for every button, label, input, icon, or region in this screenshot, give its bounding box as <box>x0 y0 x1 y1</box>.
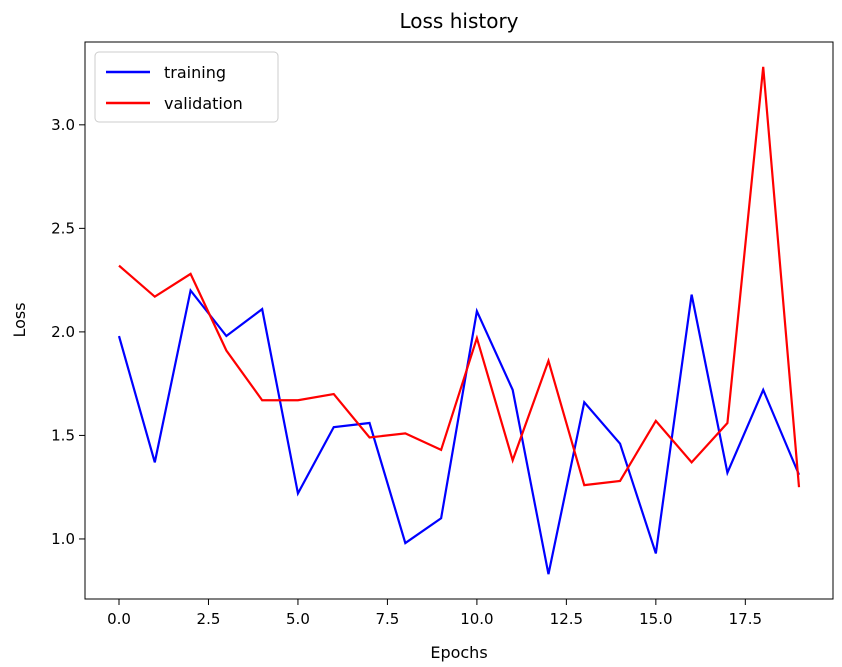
y-axis: 1.0 1.5 2.0 2.5 3.0 <box>51 116 85 548</box>
x-tick-label: 2.5 <box>197 610 221 628</box>
x-axis-label: Epochs <box>430 643 487 662</box>
legend-label-training: training <box>164 63 226 82</box>
y-tick-label: 2.0 <box>51 323 75 341</box>
x-axis: 0.0 2.5 5.0 7.5 10.0 12.5 15.0 17.5 <box>107 599 762 628</box>
x-tick-label: 10.0 <box>460 610 493 628</box>
series-line-training <box>117 287 801 575</box>
plot-lines <box>117 66 801 575</box>
x-tick-label: 5.0 <box>286 610 310 628</box>
y-tick-label: 1.5 <box>51 426 75 444</box>
x-tick-label: 15.0 <box>639 610 672 628</box>
x-tick-label: 7.5 <box>375 610 399 628</box>
x-tick-label: 12.5 <box>550 610 583 628</box>
y-axis-label: Loss <box>10 302 29 337</box>
chart-title: Loss history <box>399 9 518 33</box>
x-tick-label: 17.5 <box>729 610 762 628</box>
plot-frame <box>84 41 834 600</box>
legend-label-validation: validation <box>164 94 243 113</box>
series-line-validation <box>118 66 801 488</box>
legend: training validation <box>94 51 279 123</box>
y-tick-label: 3.0 <box>51 116 75 134</box>
y-tick-label: 2.5 <box>51 219 75 237</box>
legend-box <box>94 51 279 123</box>
x-tick-label: 0.0 <box>107 610 131 628</box>
y-tick-label: 1.0 <box>51 530 75 548</box>
